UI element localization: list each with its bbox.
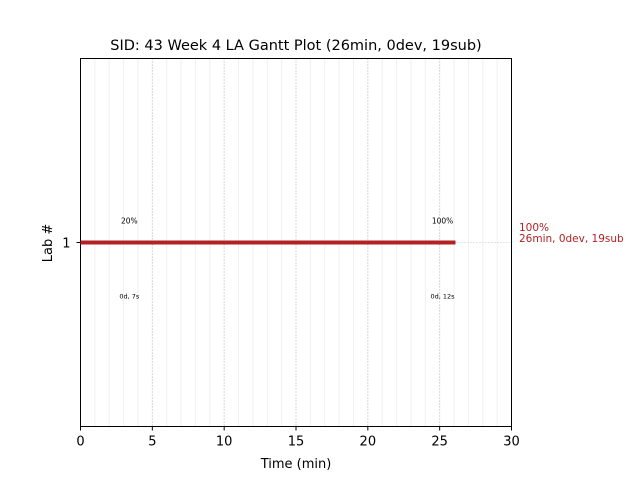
tick-layer: 0 5 10 15 20 25 30 1 — [62, 237, 520, 450]
x-axis-label: Time (min) — [260, 457, 332, 472]
bar-annotation-below: 0d, 12s — [431, 293, 456, 301]
y-axis-label: Lab # — [41, 224, 56, 263]
x-tick-label: 0 — [76, 435, 84, 450]
x-tick-label: 5 — [148, 435, 156, 450]
bar-annotation-above: 100% — [432, 217, 453, 226]
bar-annotation-above: 20% — [121, 217, 138, 226]
right-label-summary: 26min, 0dev, 19sub — [519, 233, 624, 245]
x-tick-label: 10 — [216, 435, 233, 450]
x-tick-label: 20 — [360, 435, 377, 450]
annotation-layer: 20% 0d, 7s 100% 0d, 12s — [119, 217, 455, 301]
chart-title: SID: 43 Week 4 LA Gantt Plot (26min, 0de… — [110, 38, 481, 54]
x-tick-label: 25 — [431, 435, 448, 450]
x-tick-label: 30 — [503, 435, 520, 450]
y-tick-label: 1 — [62, 237, 70, 252]
right-label-percent: 100% — [519, 222, 549, 234]
x-tick-label: 15 — [288, 435, 305, 450]
bar-annotation-below: 0d, 7s — [119, 293, 140, 301]
